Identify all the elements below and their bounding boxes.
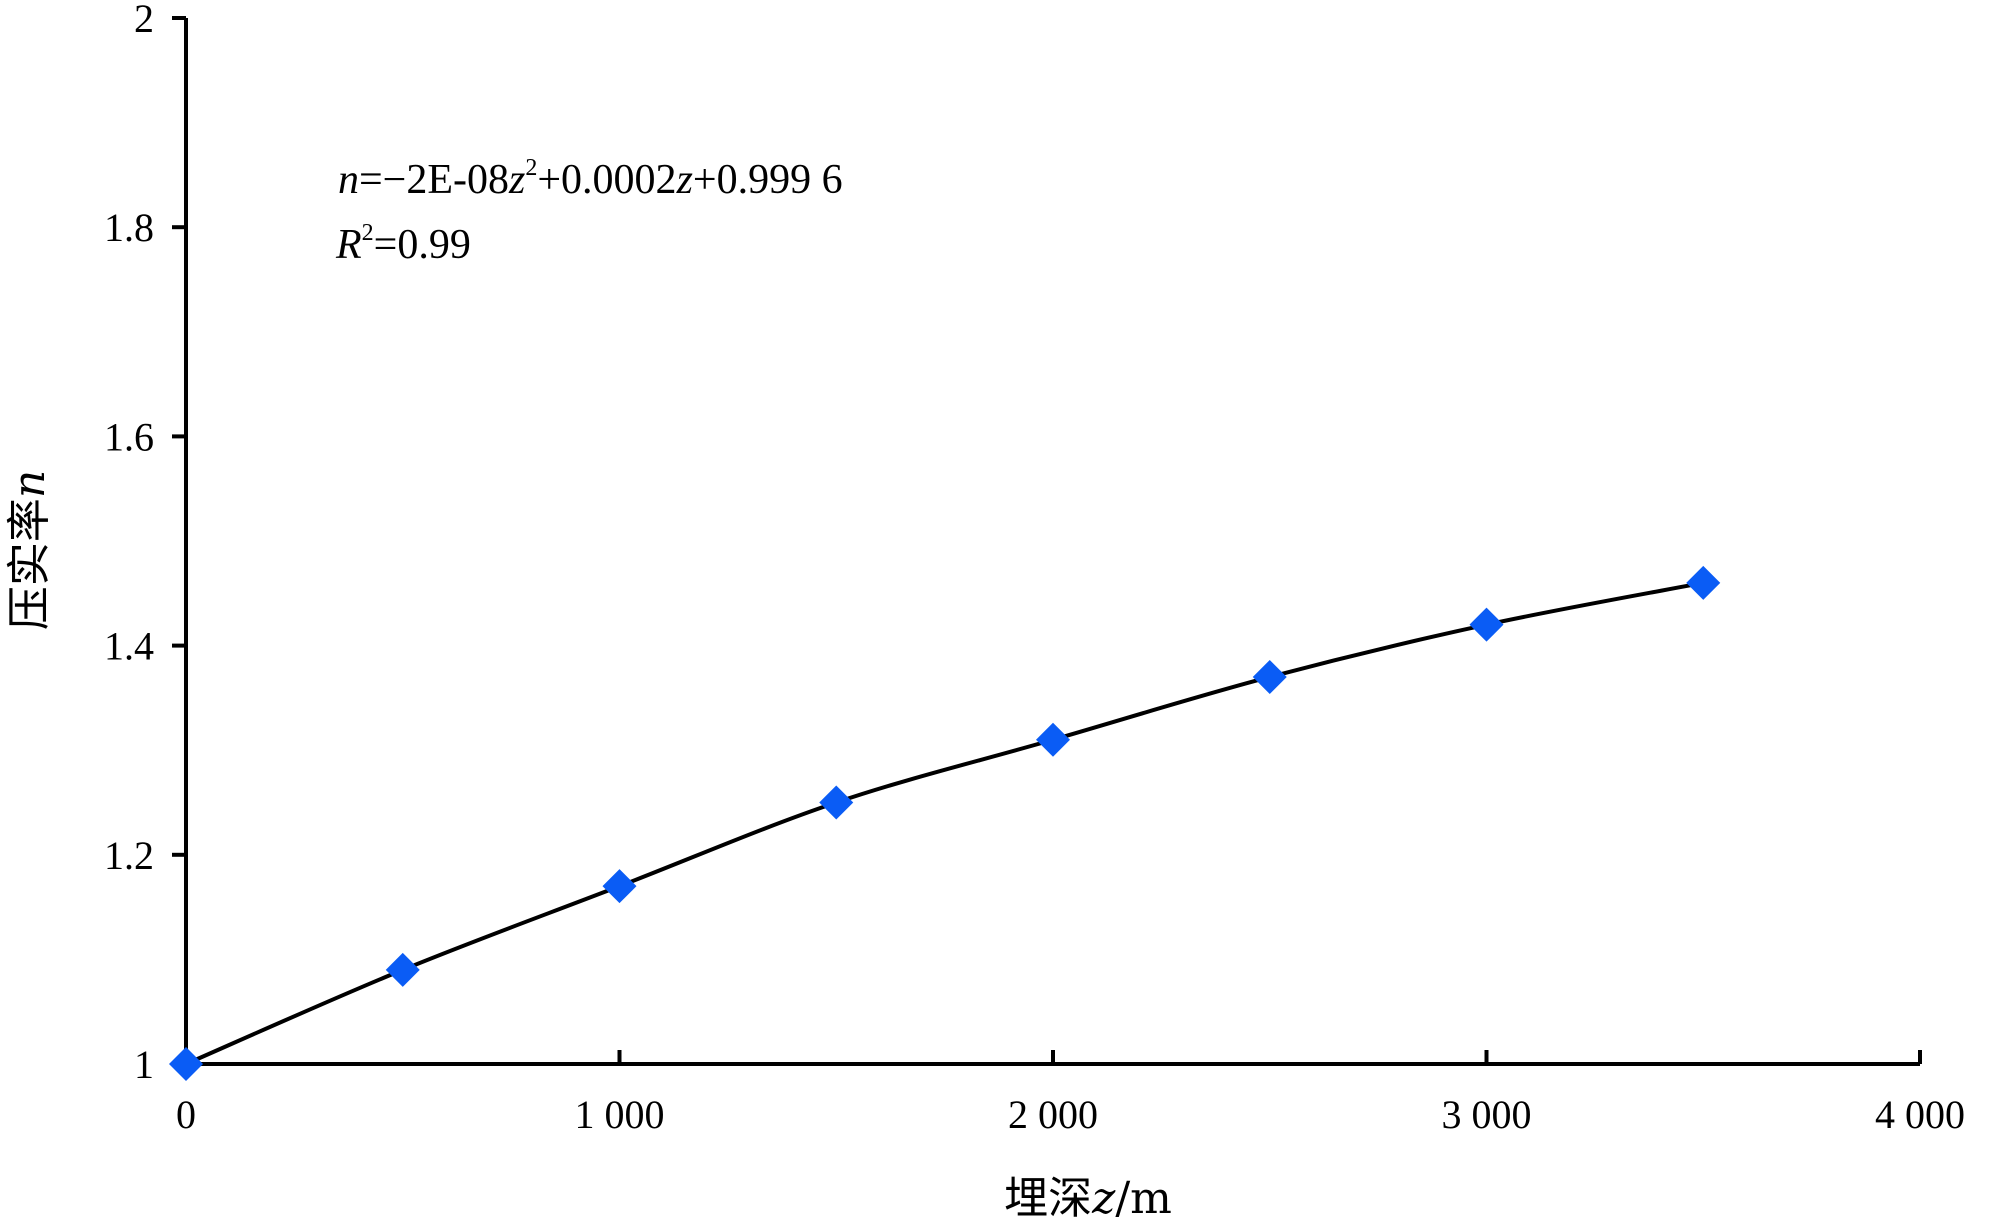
eq-z2: z [676, 157, 693, 203]
y-tick-label: 1.8 [104, 205, 154, 250]
axes: 0 1 000 2 000 3 000 4 000 1 1.2 1.4 1.6 1.8 2 [104, 0, 1965, 1137]
x-tick-label: 1 000 [575, 1092, 665, 1137]
data-point [1469, 607, 1504, 642]
data-point [1036, 722, 1070, 757]
y-tick-label: 2 [134, 0, 154, 41]
eq-part1: =−2E-08 [359, 157, 509, 203]
data-point [1686, 565, 1721, 600]
r-squared: R2=0.99 [335, 220, 471, 268]
plot-area [169, 565, 1721, 1081]
x-axis-title-var: z [1091, 1173, 1116, 1219]
series-markers [169, 565, 1721, 1081]
eq-var: n [338, 157, 359, 203]
y-axis-title: 压实率n [4, 470, 55, 630]
y-tick-label: 1 [134, 1042, 154, 1087]
data-point [1252, 659, 1287, 694]
y-ticks: 1 1.2 1.4 1.6 1.8 2 [104, 0, 186, 1087]
x-tick-label: 3 000 [1442, 1092, 1532, 1137]
eq-part2: +0.0002 [537, 157, 676, 203]
x-axis-title-text: 埋深 [1004, 1173, 1092, 1219]
eq-z1: z [508, 157, 525, 203]
eq-part3: +0.999 6 [693, 157, 843, 203]
eq-sup: 2 [525, 155, 537, 181]
x-tick-label: 2 000 [1008, 1092, 1098, 1137]
data-point [819, 785, 854, 820]
y-tick-label: 1.4 [104, 624, 154, 669]
r2-sup: 2 [362, 220, 374, 246]
y-tick-label: 1.2 [104, 833, 154, 878]
x-tick-label: 0 [176, 1092, 196, 1137]
y-axis-title-text: 压实率 [4, 498, 55, 630]
y-axis-title-var: n [4, 470, 55, 498]
x-ticks: 0 1 000 2 000 3 000 4 000 [176, 1050, 1965, 1137]
regression-equation: n=−2E-08z2+0.0002z+0.999 6 [338, 155, 843, 203]
x-axis-title-unit: /m [1115, 1173, 1172, 1219]
r2-rest: =0.99 [374, 222, 471, 268]
x-axis-title: 埋深z/m [1004, 1173, 1172, 1219]
data-point [169, 1047, 203, 1081]
y-tick-label: 1.6 [104, 414, 154, 459]
data-point [602, 869, 637, 904]
series-line [185, 580, 1704, 1066]
x-tick-label: 4 000 [1875, 1092, 1965, 1137]
data-point [385, 952, 420, 987]
r2-var: R [335, 222, 362, 268]
